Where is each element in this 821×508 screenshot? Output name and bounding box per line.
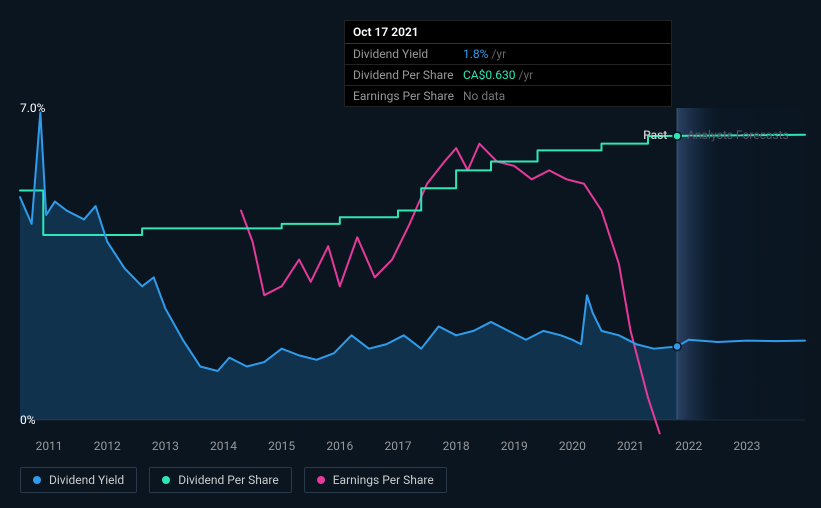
legend-item-dividend-yield[interactable]: Dividend Yield xyxy=(20,467,137,493)
x-axis-label: 2022 xyxy=(675,439,702,453)
tooltip-row: Dividend Per ShareCA$0.630/yr xyxy=(345,65,671,86)
x-axis-label: 2014 xyxy=(210,439,237,453)
legend-item-earnings-per-share[interactable]: Earnings Per Share xyxy=(304,467,447,493)
tooltip-row-label: Dividend Per Share xyxy=(353,68,463,82)
legend-item-dividend-per-share[interactable]: Dividend Per Share xyxy=(149,467,292,493)
chart-legend: Dividend Yield Dividend Per Share Earnings… xyxy=(20,467,447,493)
x-axis-label: 2019 xyxy=(501,439,528,453)
analysts-forecasts-label: Analysts Forecasts xyxy=(687,128,789,142)
tooltip-row-value: No data xyxy=(463,89,505,103)
tooltip-row: Earnings Per ShareNo data xyxy=(345,86,671,106)
x-axis-label: 2012 xyxy=(94,439,121,453)
x-axis-label: 2015 xyxy=(268,439,295,453)
legend-label: Earnings Per Share xyxy=(333,473,434,487)
tooltip-row-value: CA$0.630/yr xyxy=(463,68,533,82)
tooltip-row-label: Dividend Yield xyxy=(353,47,463,61)
x-axis-label: 2017 xyxy=(384,439,411,453)
y-axis-label: 7.0% xyxy=(20,101,45,115)
y-axis-label: 0% xyxy=(20,413,36,427)
tooltip-row-label: Earnings Per Share xyxy=(353,89,463,103)
tooltip-row-value: 1.8%/yr xyxy=(463,47,506,61)
x-axis-label: 2016 xyxy=(326,439,353,453)
legend-dot-icon xyxy=(33,476,41,484)
tooltip-row: Dividend Yield1.8%/yr xyxy=(345,44,671,65)
tooltip-date: Oct 17 2021 xyxy=(345,21,671,44)
x-axis-label: 2021 xyxy=(617,439,644,453)
x-axis-label: 2023 xyxy=(733,439,760,453)
legend-dot-icon xyxy=(162,476,170,484)
x-axis-label: 2020 xyxy=(559,439,586,453)
legend-dot-icon xyxy=(317,476,325,484)
dividend-chart: Oct 17 2021 Dividend Yield1.8%/yrDividen… xyxy=(0,0,821,508)
x-axis-label: 2013 xyxy=(152,439,179,453)
chart-tooltip: Oct 17 2021 Dividend Yield1.8%/yrDividen… xyxy=(344,20,672,107)
x-axis-label: 2018 xyxy=(443,439,470,453)
legend-label: Dividend Yield xyxy=(49,473,124,487)
past-label: Past xyxy=(643,128,667,142)
x-axis-label: 2011 xyxy=(36,439,63,453)
legend-label: Dividend Per Share xyxy=(178,473,279,487)
